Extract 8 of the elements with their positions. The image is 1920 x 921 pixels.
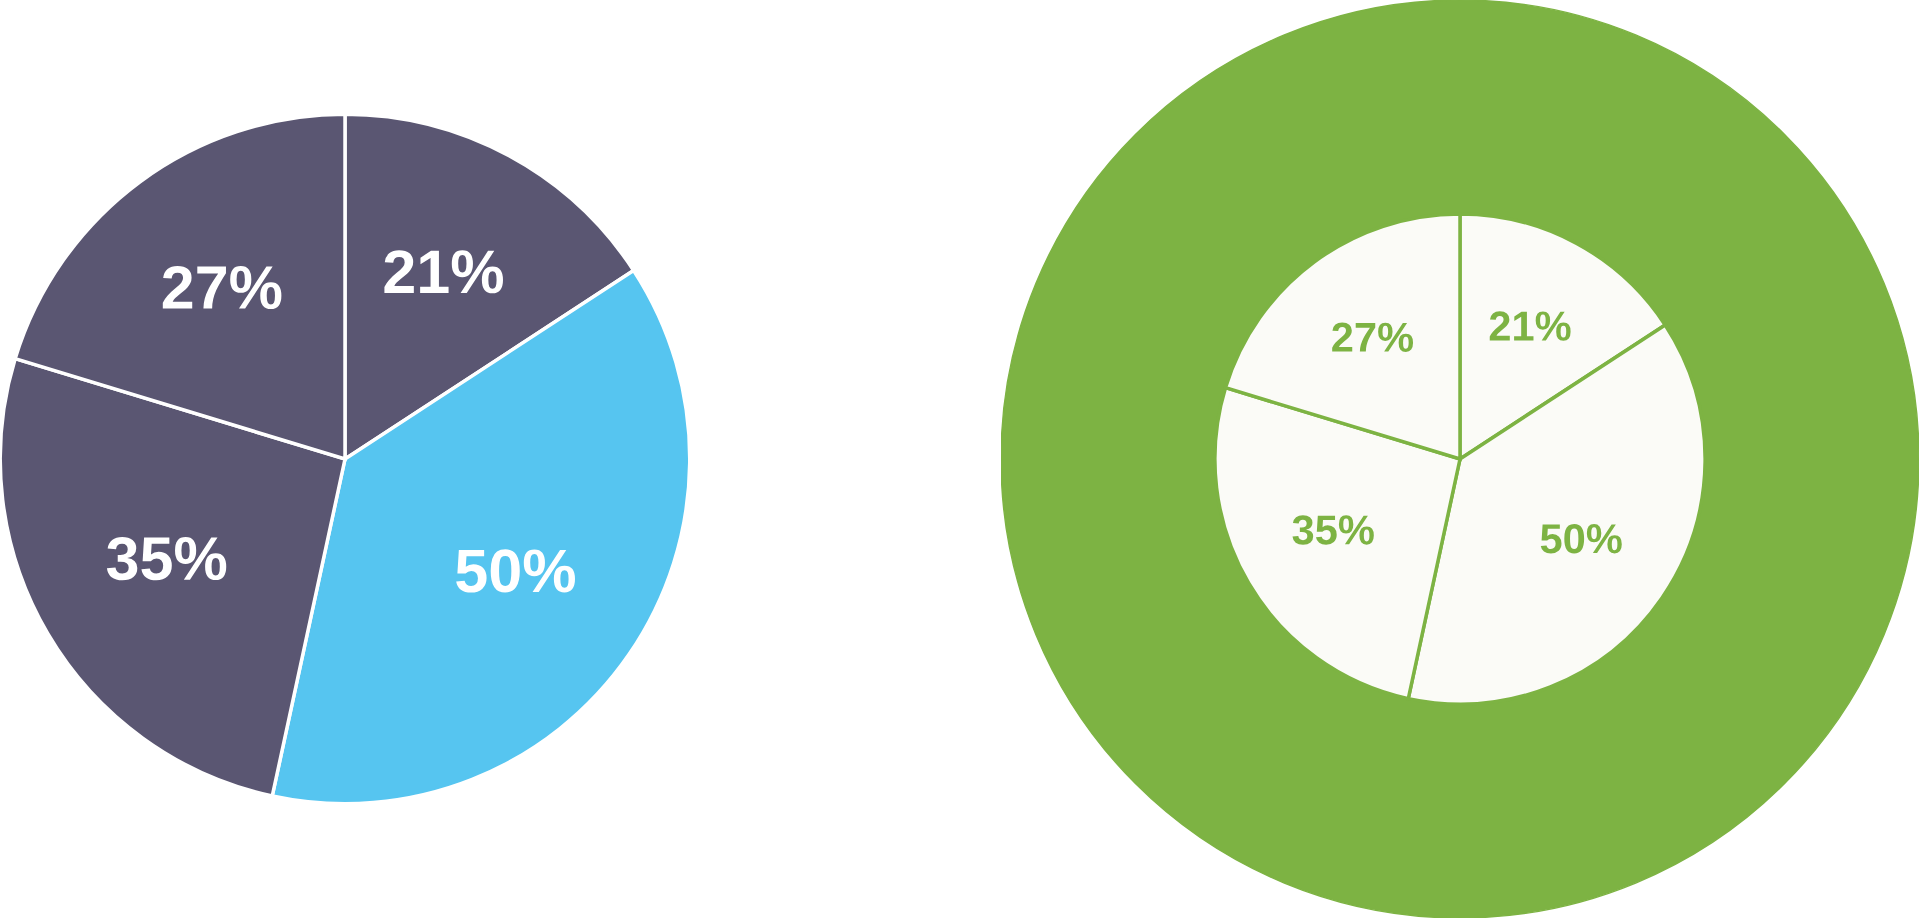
data-label: 21% xyxy=(1489,311,1571,341)
data-label: 27% xyxy=(162,265,282,310)
data-label: 21% xyxy=(384,250,503,294)
data-label: 27% xyxy=(1332,322,1414,352)
data-label: 50% xyxy=(1540,524,1622,554)
data-label: 35% xyxy=(1292,515,1374,545)
data-label: 35% xyxy=(106,536,227,581)
data-label: 50% xyxy=(456,549,575,593)
